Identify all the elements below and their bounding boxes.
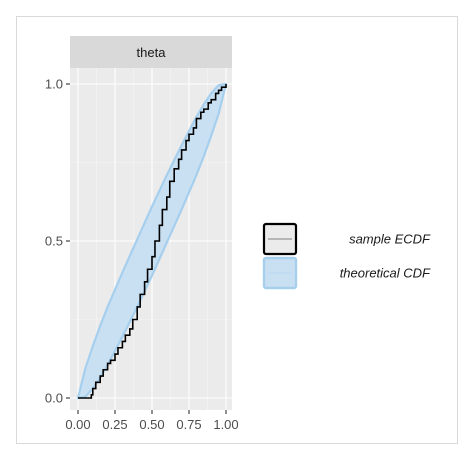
x-tick-label: 0.00 xyxy=(65,417,90,432)
x-tick-label: 0.50 xyxy=(139,417,164,432)
x-tick-label: 0.25 xyxy=(102,417,127,432)
x-tick-label: 0.75 xyxy=(176,417,201,432)
sample-ecdf-line xyxy=(78,84,227,399)
legend-label: sample ECDF xyxy=(349,232,431,247)
x-tick-label: 1.00 xyxy=(213,417,238,432)
legend: sample ECDF theoretical CDF xyxy=(262,222,431,290)
facet-strip: theta xyxy=(70,36,232,68)
y-tick-label: 0.0 xyxy=(45,391,63,406)
plot-panel xyxy=(70,68,232,410)
facet-strip-label: theta xyxy=(137,45,167,60)
y-tick-label: 1.0 xyxy=(45,77,63,92)
axes: 0.0 0.5 1.0 0.00 0.25 0.50 0.75 1.00 xyxy=(45,77,239,433)
facet-strip-background xyxy=(70,36,232,68)
y-tick-label: 0.5 xyxy=(45,234,63,249)
legend-label: theoretical CDF xyxy=(340,266,431,281)
